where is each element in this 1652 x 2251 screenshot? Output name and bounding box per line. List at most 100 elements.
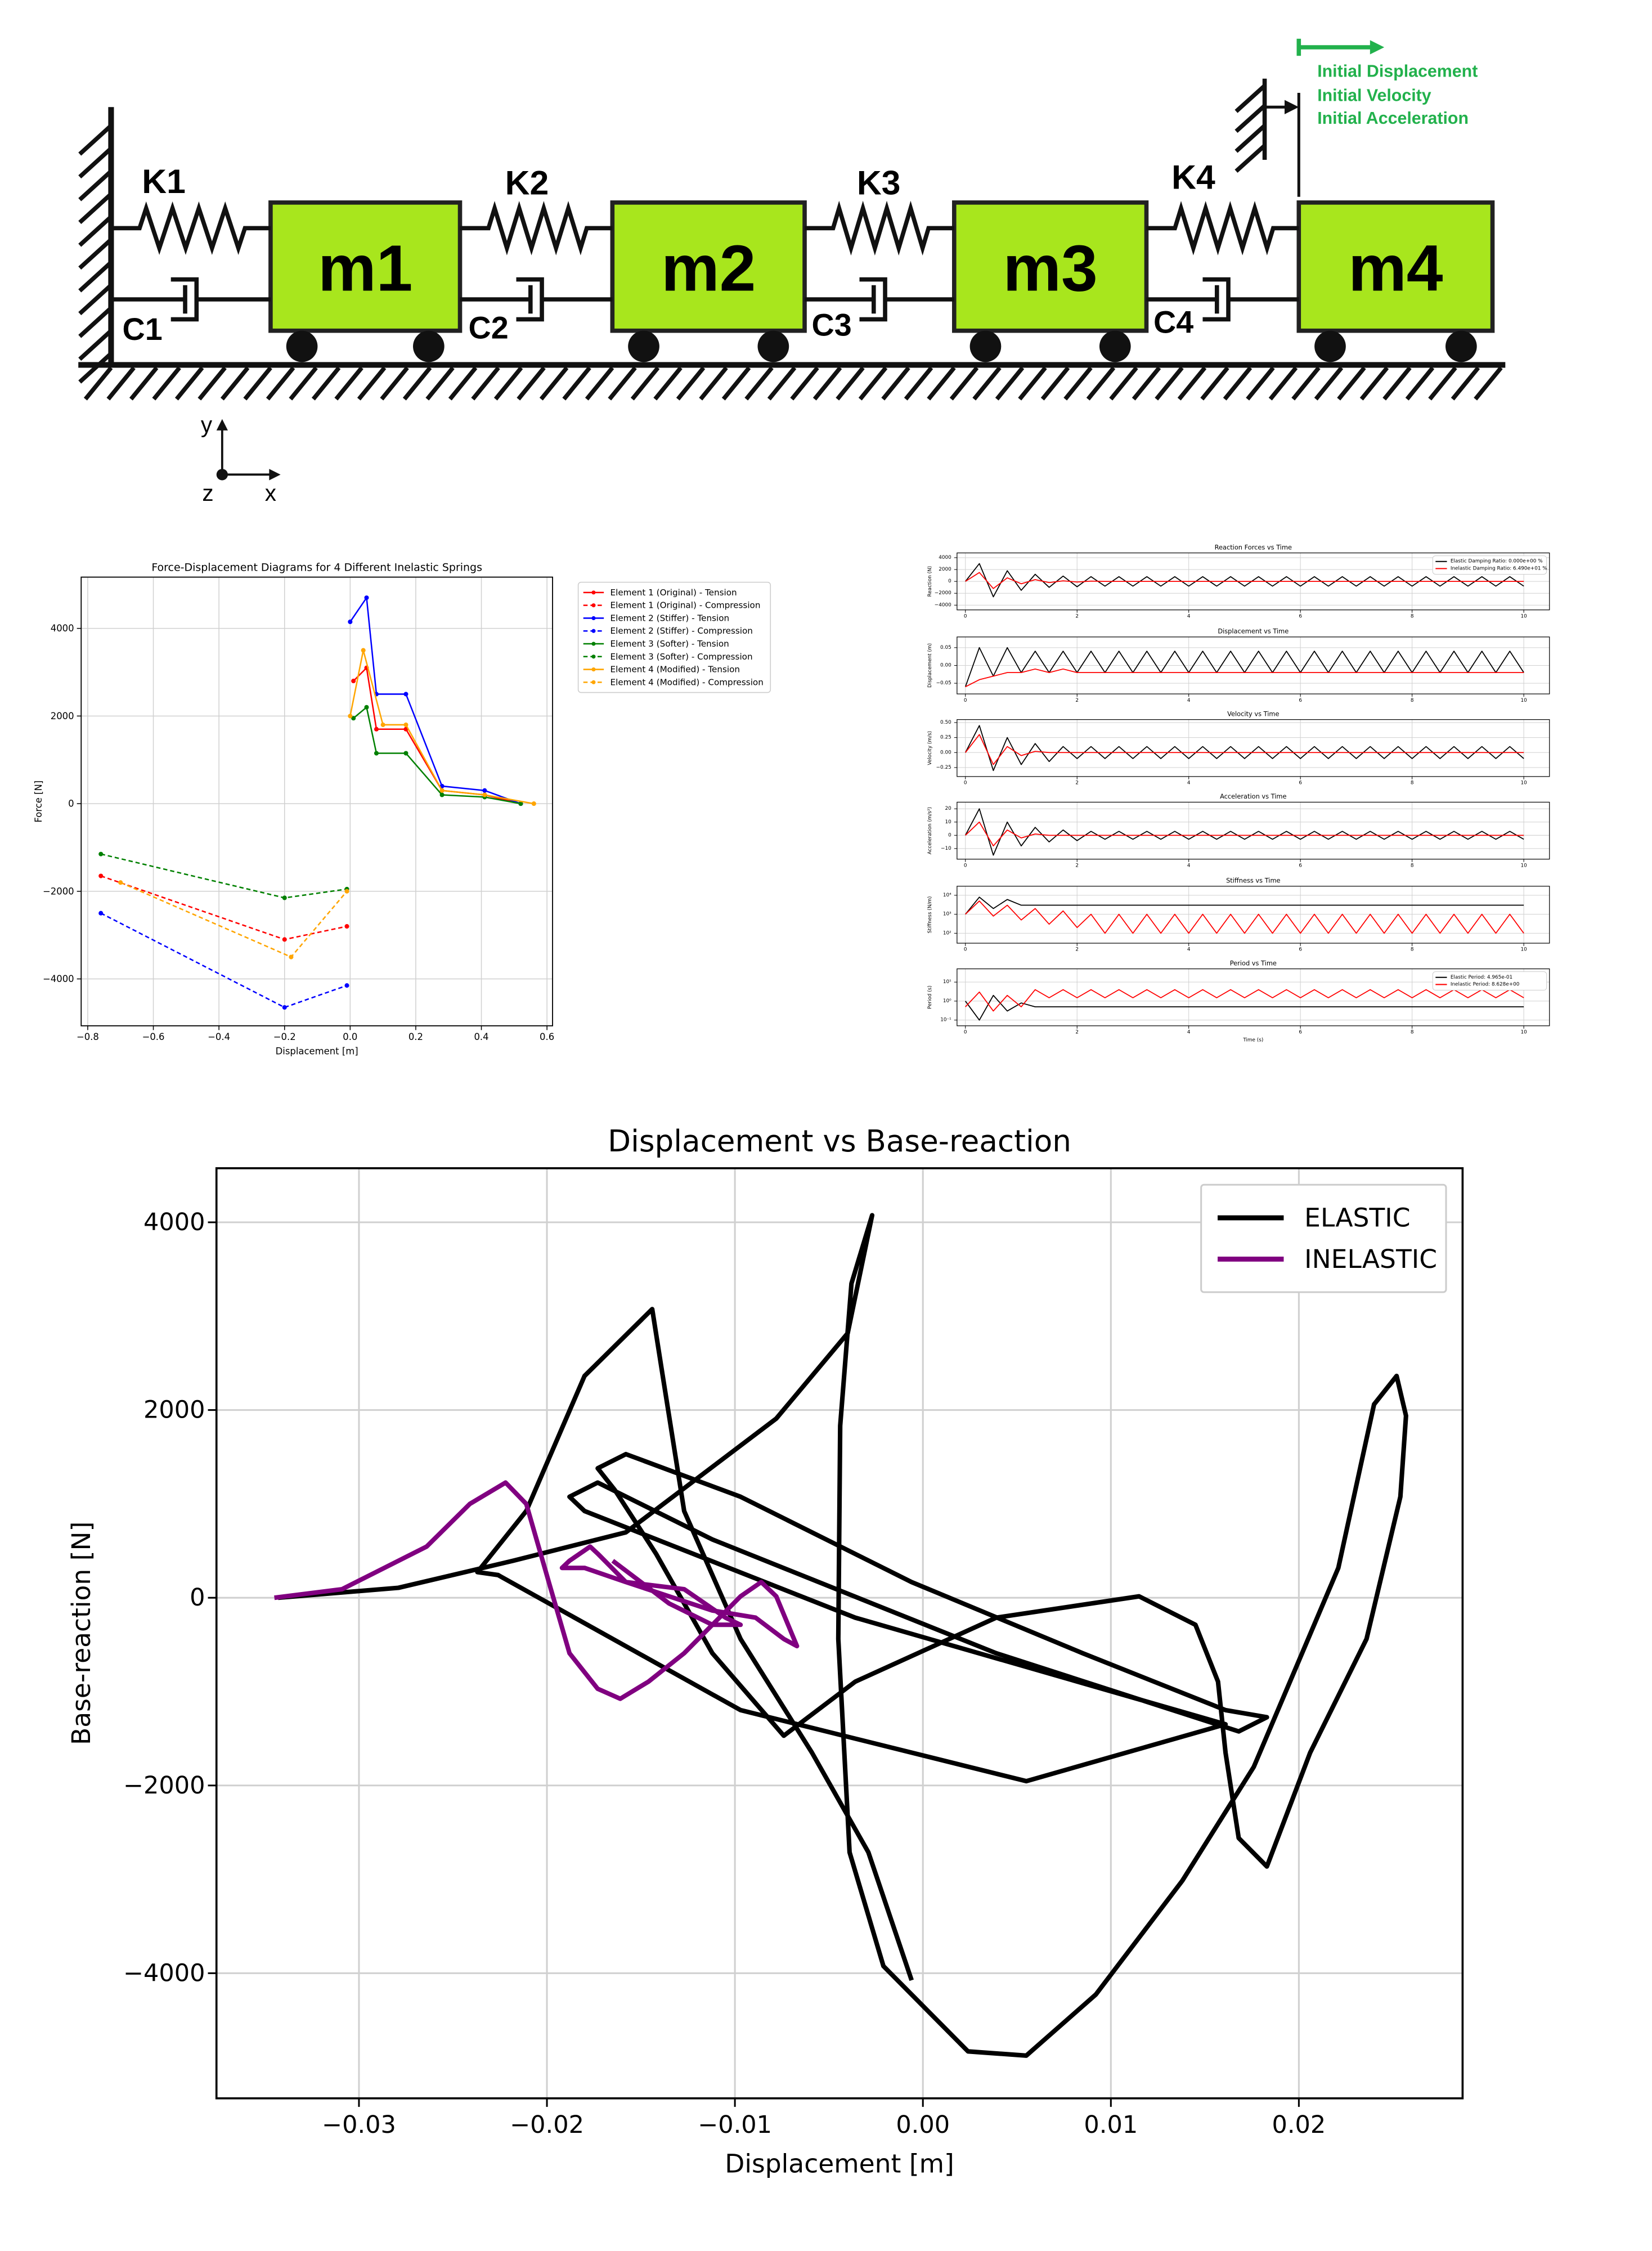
point bbox=[374, 727, 379, 732]
hatch bbox=[1428, 366, 1457, 401]
spring bbox=[805, 200, 954, 256]
y-tick-label: 0 bbox=[948, 832, 951, 838]
hatch bbox=[812, 366, 842, 401]
series-line bbox=[965, 900, 1524, 934]
hatch bbox=[220, 366, 250, 401]
plot-frame bbox=[957, 636, 1550, 694]
hatch bbox=[676, 366, 706, 401]
hatch bbox=[972, 366, 1002, 401]
axis-label: x bbox=[265, 480, 276, 506]
x-tick-label: 10 bbox=[1520, 781, 1527, 786]
chart-title: Stiffness vs Time bbox=[1226, 877, 1280, 885]
y-axis-label: Stiffness (N/m) bbox=[927, 896, 933, 933]
y-tick-label: −0.05 bbox=[936, 680, 951, 686]
hatch bbox=[78, 329, 113, 361]
damper-label: C3 bbox=[812, 308, 852, 343]
x-tick-label: 8 bbox=[1411, 1030, 1414, 1035]
point bbox=[282, 895, 287, 900]
hatch bbox=[1177, 366, 1207, 401]
y-tick-label: 10⁻¹ bbox=[940, 1017, 951, 1023]
damper-label: C1 bbox=[123, 312, 163, 347]
x-axis-label: Time (s) bbox=[1242, 1037, 1263, 1043]
point bbox=[344, 889, 349, 894]
mass-label: m2 bbox=[661, 231, 756, 304]
y-tick-label: 10⁴ bbox=[943, 893, 951, 898]
series-line bbox=[965, 896, 1524, 915]
y-tick-label: −10 bbox=[941, 846, 951, 851]
hatch bbox=[1234, 124, 1267, 153]
x-tick-label: 2 bbox=[1075, 1030, 1079, 1035]
chart-title: Force-Displacement Diagrams for 4 Differ… bbox=[151, 561, 482, 573]
legend-label: Element 1 (Original) - Compression bbox=[610, 600, 761, 611]
plot-frame bbox=[957, 801, 1550, 860]
mass-label: m4 bbox=[1348, 231, 1443, 304]
hatch bbox=[539, 366, 569, 401]
hatch bbox=[78, 306, 113, 338]
plot-area bbox=[81, 577, 553, 1026]
hatch bbox=[78, 261, 113, 293]
series-line bbox=[965, 572, 1524, 589]
plot-frame bbox=[215, 1167, 1464, 2100]
x-tick-label: 2 bbox=[1075, 781, 1079, 786]
plot-frame bbox=[957, 719, 1550, 777]
hatch bbox=[402, 366, 432, 401]
point bbox=[344, 983, 349, 988]
x-tick-label: 8 bbox=[1411, 698, 1414, 703]
hatch bbox=[174, 366, 204, 401]
y-tick-label: −0.25 bbox=[936, 765, 951, 770]
point bbox=[348, 714, 353, 719]
series-line bbox=[965, 734, 1524, 765]
legend-label: Element 4 (Modified) - Tension bbox=[610, 665, 740, 675]
hatch bbox=[243, 366, 272, 401]
x-tick-label: −0.4 bbox=[208, 1032, 230, 1042]
series-line bbox=[965, 821, 1524, 847]
x-tick-label: 6 bbox=[1299, 698, 1302, 703]
y-tick-label: 2000 bbox=[51, 711, 74, 721]
wheel bbox=[1314, 330, 1346, 362]
legend-label: ELASTIC bbox=[1304, 1203, 1410, 1233]
hatch bbox=[517, 366, 546, 401]
mass-label: m1 bbox=[318, 231, 412, 304]
y-axis-label: Base-reaction [N] bbox=[66, 1522, 96, 1745]
plot-area bbox=[957, 802, 1550, 859]
hatch bbox=[78, 283, 113, 316]
x-tick-label: −0.03 bbox=[322, 2111, 396, 2139]
x-tick-label: 8 bbox=[1411, 781, 1414, 786]
spring-label: K2 bbox=[505, 163, 549, 201]
legend-marker bbox=[591, 629, 596, 633]
x-tick-label: −0.01 bbox=[698, 2111, 772, 2139]
chart-title: Displacement vs Time bbox=[1218, 627, 1289, 635]
point bbox=[531, 801, 536, 806]
hatch bbox=[1337, 366, 1366, 401]
x-tick-label: 4 bbox=[1187, 698, 1191, 703]
hatch bbox=[585, 366, 614, 401]
plot-frame bbox=[957, 968, 1550, 1026]
y-tick-label: 10² bbox=[943, 930, 951, 936]
series-line bbox=[964, 725, 1524, 772]
legend-marker bbox=[591, 590, 596, 595]
x-tick-label: 0 bbox=[964, 947, 967, 953]
hatch bbox=[1234, 144, 1267, 173]
legend-marker bbox=[591, 654, 596, 659]
arrow-head bbox=[1284, 100, 1299, 114]
hatch bbox=[289, 366, 318, 401]
x-tick-label: 10 bbox=[1520, 947, 1527, 953]
hatch bbox=[1382, 366, 1412, 401]
series-line bbox=[965, 994, 1524, 1021]
y-tick-label: 0.05 bbox=[940, 645, 951, 651]
series-line bbox=[965, 989, 1524, 1012]
hatch bbox=[1359, 366, 1389, 401]
y-tick-label: 4000 bbox=[143, 1208, 205, 1236]
legend-label: Element 2 (Stiffer) - Compression bbox=[610, 626, 753, 636]
hatch bbox=[562, 366, 591, 401]
point bbox=[282, 1005, 287, 1010]
hatch bbox=[630, 366, 660, 401]
plot-frame bbox=[957, 552, 1550, 611]
hatch bbox=[1451, 366, 1480, 401]
initial-condition: Initial Displacement bbox=[1317, 62, 1478, 81]
point bbox=[439, 792, 445, 797]
y-tick-label: −4000 bbox=[43, 974, 74, 984]
hatch bbox=[904, 366, 933, 401]
hatch bbox=[927, 366, 956, 401]
y-tick-label: 2000 bbox=[939, 567, 951, 572]
